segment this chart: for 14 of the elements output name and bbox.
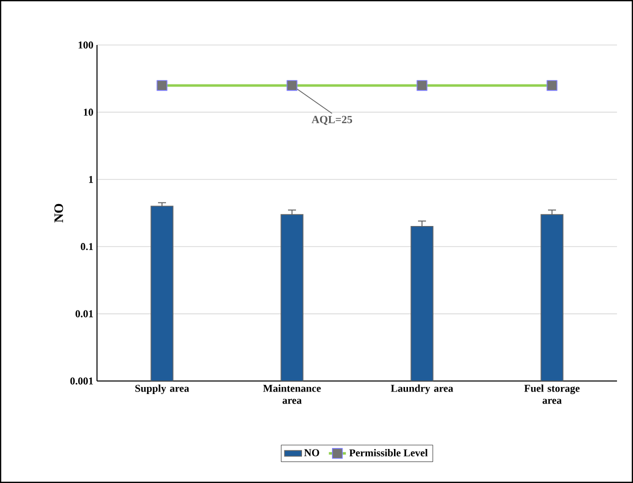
y-tick-label: 0.1 <box>80 243 93 250</box>
y-axis-title: NO <box>54 204 64 222</box>
y-tick-label: 0.001 <box>70 377 93 385</box>
annotation: AQL=25 <box>312 116 352 125</box>
legend-label: Permissible Level <box>349 449 428 456</box>
x-tick-label: Laundry area <box>390 384 454 394</box>
x-tick-label: Fuel storage area <box>524 384 580 404</box>
y-tick-label: 10 <box>84 108 94 116</box>
x-tick-label: Supply area <box>135 384 190 394</box>
y-tick-label: 1 <box>89 176 93 183</box>
y-tick-label: 0.01 <box>76 310 93 318</box>
x-tick-label: Maintenance area <box>263 384 321 404</box>
legend-label: NO <box>304 449 320 456</box>
y-tick-label: 100 <box>78 41 94 49</box>
